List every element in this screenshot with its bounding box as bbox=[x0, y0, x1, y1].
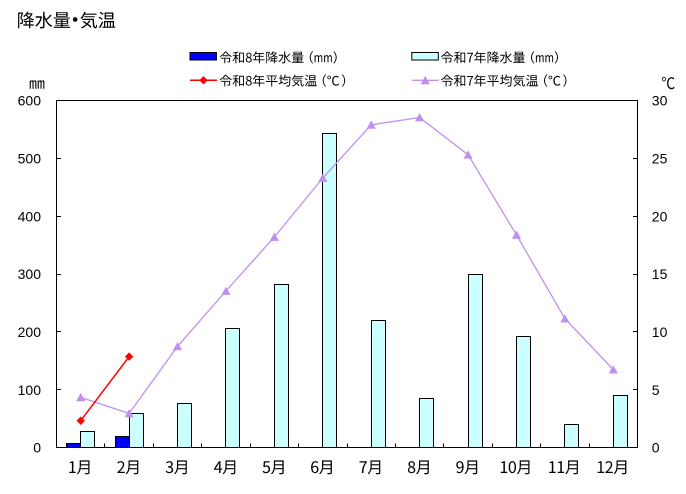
svg-text:5: 5 bbox=[652, 382, 660, 398]
svg-text:100: 100 bbox=[18, 382, 42, 398]
svg-text:400: 400 bbox=[18, 208, 42, 224]
svg-text:600: 600 bbox=[18, 93, 42, 109]
svg-text:15: 15 bbox=[652, 266, 668, 282]
svg-text:30: 30 bbox=[652, 93, 668, 109]
svg-text:500: 500 bbox=[18, 150, 42, 166]
svg-text:0: 0 bbox=[33, 440, 41, 456]
svg-text:300: 300 bbox=[18, 266, 42, 282]
svg-text:20: 20 bbox=[652, 208, 668, 224]
svg-text:200: 200 bbox=[18, 324, 42, 340]
svg-text:10: 10 bbox=[652, 324, 668, 340]
svg-text:25: 25 bbox=[652, 150, 668, 166]
svg-text:0: 0 bbox=[652, 440, 660, 456]
